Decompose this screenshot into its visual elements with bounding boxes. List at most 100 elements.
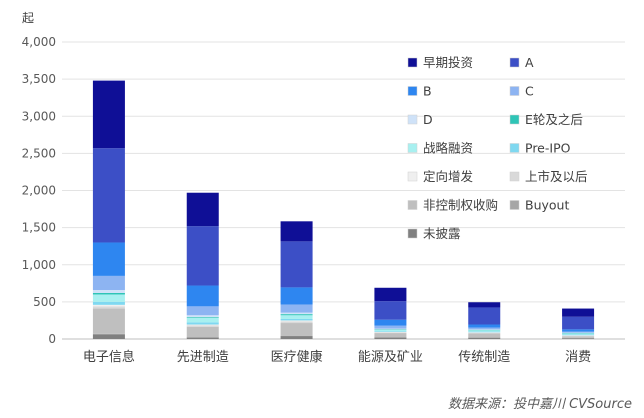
bar-segment (562, 331, 595, 333)
bar-segment (562, 337, 595, 339)
legend-swatch (509, 200, 520, 210)
bar-segment (92, 294, 125, 302)
bar-segment (468, 329, 501, 331)
bar-segment (92, 334, 125, 339)
bar-segment (280, 304, 313, 313)
x-category-label: 医疗健康 (271, 349, 323, 365)
bar-segment (186, 317, 219, 318)
bar-segment (468, 327, 501, 330)
bar-segment (468, 337, 501, 339)
bar-segment (186, 326, 219, 338)
bar-segment (92, 308, 125, 334)
bar-segment (374, 331, 407, 332)
bar-segment (562, 338, 595, 339)
bar-segment (468, 302, 501, 308)
legend-label: 早期投资 (423, 55, 473, 70)
bar-segment (280, 287, 313, 305)
bar-segment (562, 333, 595, 335)
bar-segment (374, 337, 407, 338)
x-category-label: 消费 (565, 350, 591, 365)
bar-segment (562, 316, 595, 330)
gridlines (62, 41, 625, 340)
bar-segment (468, 329, 501, 330)
bar-segment (280, 335, 313, 337)
source-note: 数据来源：投中嘉川 CVSource (448, 397, 632, 412)
bar-segment (92, 80, 125, 149)
bar-segment (280, 314, 313, 316)
bar-segment (186, 317, 219, 323)
bar-segment (280, 221, 313, 242)
legend-label: D (423, 112, 433, 127)
bar-segment (92, 242, 125, 276)
bar-segment (562, 329, 595, 332)
bar-segment (374, 337, 407, 339)
bar-segment (92, 292, 125, 295)
legend-label: 上市及以后 (525, 169, 588, 184)
bar-segment (92, 275, 125, 290)
bar-segment (92, 148, 125, 243)
bar-segment (468, 332, 501, 333)
bar-segment (186, 285, 219, 307)
bar-segment (562, 333, 595, 334)
bar-segment (468, 307, 501, 325)
y-axis-ticks: 0 500 1,000 1,500 2,000 2,500 3,000 3,500 4,000 (22, 35, 56, 346)
legend-swatch (509, 171, 520, 182)
legend-swatch (509, 57, 520, 68)
bar-segment (280, 336, 313, 339)
bar-segment (468, 332, 501, 334)
legend-label: 定向增发 (423, 169, 474, 184)
bar-segment (374, 325, 407, 329)
bar-segment (92, 289, 125, 293)
y-tick-label: 500 (33, 295, 56, 309)
legend-swatch (407, 171, 418, 182)
bar-segment (186, 337, 219, 339)
bar-segment (562, 332, 595, 334)
bar-segment (562, 336, 595, 338)
y-tick-label: 3,000 (22, 109, 56, 123)
bar-segment (186, 226, 219, 286)
legend-label: A (525, 55, 534, 70)
bar-segment (468, 330, 501, 332)
y-tick-label: 2,500 (22, 146, 56, 160)
bar-segment (374, 332, 407, 334)
x-category-label: 先进制造 (177, 350, 229, 365)
bar-segment (374, 319, 407, 326)
bar-segment (280, 315, 313, 319)
bar-segment (186, 337, 219, 338)
bar-segment (374, 287, 407, 302)
stacked-bars (92, 80, 595, 339)
legend-swatch (407, 114, 418, 125)
bar-segment (92, 306, 125, 309)
y-tick-label: 1,500 (22, 221, 56, 235)
legend-label: B (423, 84, 432, 99)
bar-segment (280, 323, 313, 336)
bar-segment (186, 315, 219, 318)
x-axis-categories: 电子信息 先进制造 医疗健康 能源及矿业 传统制造 消费 (83, 349, 591, 365)
legend-label: Pre-IPO (525, 141, 571, 156)
bar-segment (468, 331, 501, 333)
x-category-label: 能源及矿业 (358, 350, 423, 365)
bar-segment (374, 333, 407, 338)
legend-label: 非控制权收购 (423, 198, 498, 213)
y-unit-label: 起 (22, 11, 34, 25)
bar-segment (374, 301, 407, 320)
legend-label: 战略融资 (423, 141, 473, 156)
y-tick-label: 2,000 (22, 184, 56, 198)
y-tick-label: 1,000 (22, 258, 56, 272)
bar-segment (562, 334, 595, 336)
y-tick-label: 3,500 (22, 72, 56, 86)
bar-segment (468, 324, 501, 328)
bar-segment (280, 321, 313, 324)
legend-label: E轮及之后 (525, 112, 583, 127)
legend-swatch (509, 114, 520, 125)
bar-segment (374, 329, 407, 332)
bar-segment (186, 324, 219, 326)
legend-swatch (407, 228, 418, 239)
bar-segment (186, 325, 219, 327)
bar-segment (468, 333, 501, 338)
bar-segment (562, 308, 595, 317)
legend-swatch (509, 143, 520, 153)
x-category-label: 电子信息 (83, 349, 135, 365)
